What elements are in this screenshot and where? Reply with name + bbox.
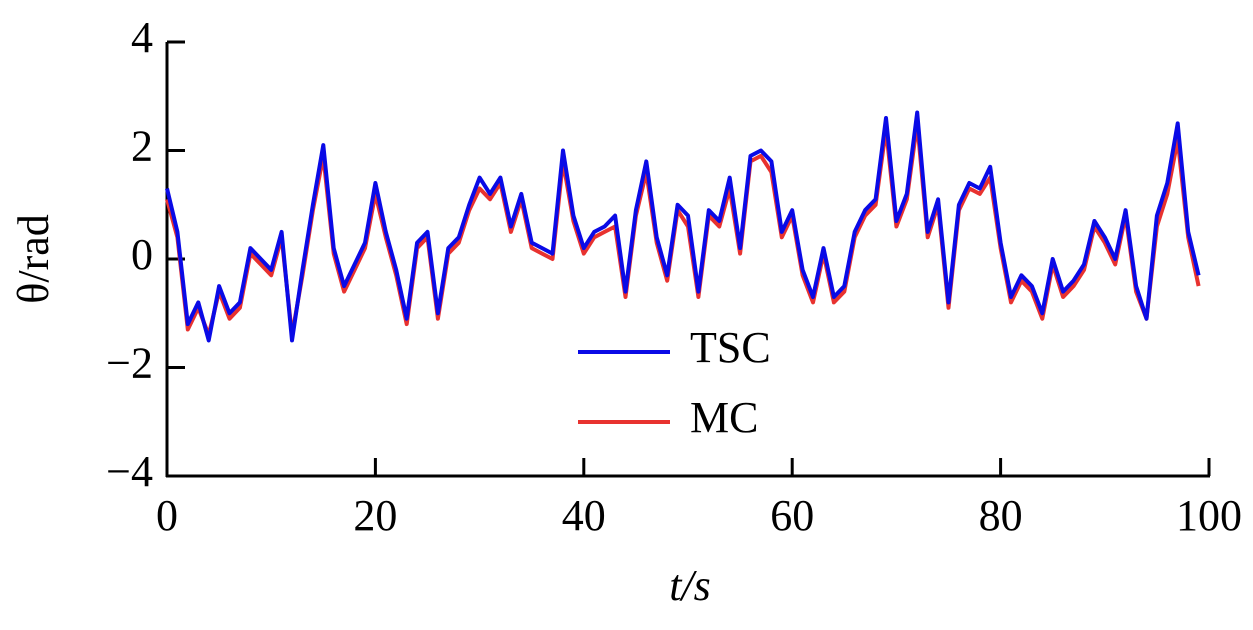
y-tick-label: 2: [131, 122, 153, 171]
y-tick-label: 4: [131, 13, 153, 62]
y-axis-label: θ/rad: [9, 214, 58, 303]
x-tick-label: 80: [979, 491, 1023, 540]
legend-label: TSC: [690, 323, 771, 372]
x-tick-label: 60: [770, 491, 814, 540]
x-axis-label: t/s: [669, 561, 711, 610]
legend-label: MC: [690, 393, 758, 442]
y-tick-label: 0: [131, 230, 153, 279]
x-tick-label: 0: [156, 491, 178, 540]
x-tick-label: 100: [1176, 491, 1242, 540]
y-tick-label: −4: [106, 447, 153, 496]
x-tick-label: 20: [353, 491, 397, 540]
series-line: [165, 110, 1201, 343]
y-tick-label: −2: [106, 339, 153, 388]
x-tick-label: 40: [562, 491, 606, 540]
